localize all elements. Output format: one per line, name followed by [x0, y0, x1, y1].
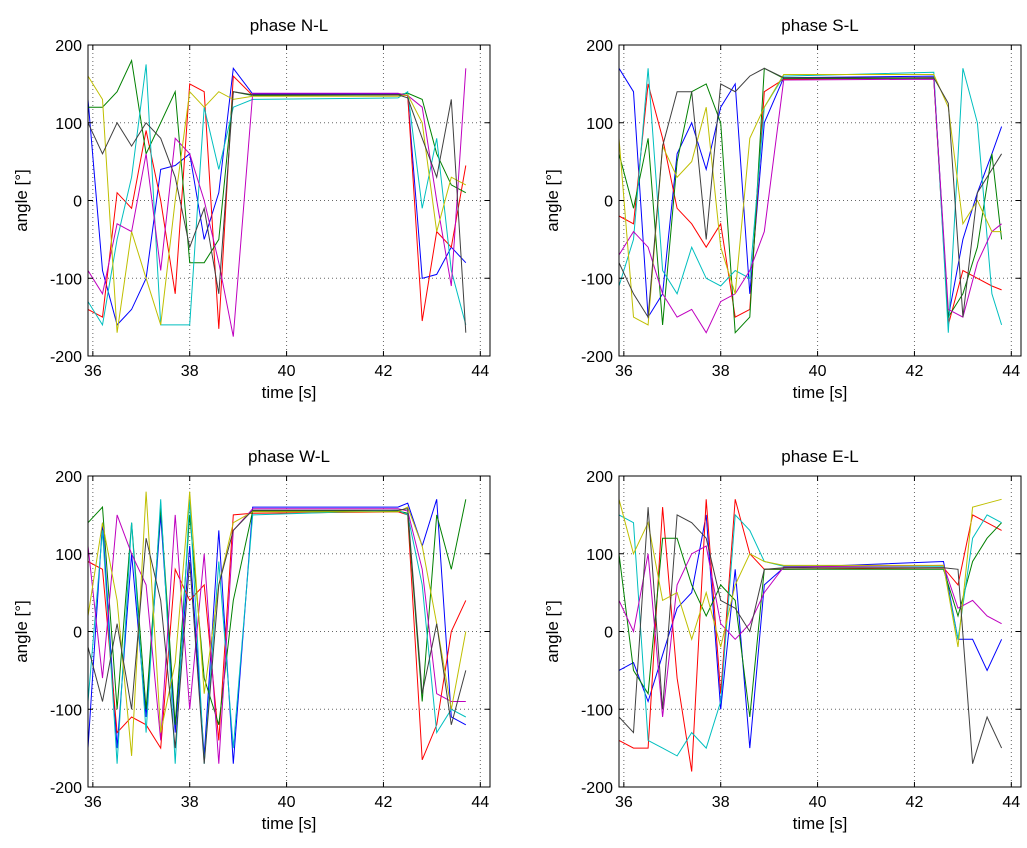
series-line-5: [619, 498, 1002, 648]
series-line-6: [88, 508, 467, 764]
y-tick-label: -200: [50, 780, 82, 797]
y-tick-label: 200: [55, 38, 82, 55]
x-tick-label: 36: [84, 363, 102, 380]
y-tick-label: -200: [581, 780, 613, 797]
y-axis-label: angle [°]: [543, 600, 562, 663]
y-tick-label: -100: [50, 702, 82, 719]
y-tick-label: 100: [55, 547, 82, 564]
series-line-5: [88, 75, 467, 333]
y-tick-label: -100: [581, 702, 613, 719]
x-tick-label: 40: [278, 363, 296, 380]
series-line-5: [619, 74, 1002, 326]
chart-phase-w-l: 36 38 40 42 44 -200 -100 0 100 200 phase W-L time […: [12, 447, 491, 833]
y-tick-label: 200: [586, 469, 613, 486]
x-tick-label: 44: [1002, 794, 1020, 811]
chart-title: phase W-L: [248, 447, 330, 466]
series-line-2: [619, 67, 1003, 334]
chart-title: phase N-L: [250, 16, 328, 35]
y-tick-label: 100: [55, 116, 82, 133]
series-line-1: [619, 499, 1002, 772]
y-tick-label: 200: [586, 38, 613, 55]
x-tick-label: 44: [471, 363, 489, 380]
series-line-0: [619, 514, 1003, 749]
series-group: [88, 491, 467, 764]
chart-phase-e-l: 36 38 40 42 44 -200 -100 0 100 200 phase E-L time […: [543, 447, 1022, 833]
series-line-4: [88, 68, 467, 337]
y-tick-label: 0: [73, 625, 82, 642]
y-tick-label: -200: [50, 349, 82, 366]
series-line-3: [88, 64, 467, 327]
x-tick-label: 42: [906, 363, 924, 380]
y-tick-label: 0: [73, 194, 82, 211]
y-axis-label: angle [°]: [12, 169, 31, 232]
x-tick-label: 38: [712, 794, 730, 811]
series-line-2: [88, 499, 467, 725]
series-line-3: [619, 513, 1002, 757]
series-line-2: [619, 522, 1002, 718]
y-tick-label: 100: [586, 116, 613, 133]
y-axis-label: angle [°]: [12, 600, 31, 663]
chart-phase-n-l: 36 38 40 42 44 -200 -100 0 100 200 phase N-L time […: [12, 16, 491, 402]
x-tick-label: 44: [1002, 363, 1020, 380]
series-group: [88, 58, 467, 337]
chart-title: phase S-L: [781, 16, 859, 35]
x-tick-label: 40: [809, 794, 827, 811]
y-tick-label: 0: [604, 194, 613, 211]
series-group: [619, 498, 1003, 772]
x-tick-label: 36: [615, 363, 633, 380]
x-tick-label: 36: [615, 794, 633, 811]
x-tick-label: 38: [181, 363, 199, 380]
y-tick-label: 200: [55, 469, 82, 486]
series-line-6: [619, 507, 1003, 764]
series-line-4: [619, 78, 1002, 334]
series-line-4: [619, 545, 1002, 718]
x-tick-label: 40: [278, 794, 296, 811]
series-line-0: [619, 68, 1003, 319]
x-axis-label: time [s]: [793, 383, 848, 402]
x-tick-label: 38: [712, 363, 730, 380]
series-line-4: [88, 508, 466, 764]
x-tick-label: 44: [471, 794, 489, 811]
y-tick-label: 100: [586, 547, 613, 564]
x-tick-label: 42: [906, 794, 924, 811]
x-axis-label: time [s]: [262, 383, 317, 402]
chart-phase-s-l: 36 38 40 42 44 -200 -100 0 100 200 phase S-L time […: [543, 16, 1022, 402]
chart-title: phase E-L: [781, 447, 859, 466]
y-axis-label: angle [°]: [543, 169, 562, 232]
series-line-1: [88, 74, 467, 329]
y-tick-label: 0: [604, 625, 613, 642]
x-axis-label: time [s]: [793, 814, 848, 833]
series-line-5: [88, 491, 467, 756]
y-tick-label: -100: [50, 271, 82, 288]
x-tick-label: 38: [181, 794, 199, 811]
x-tick-label: 42: [375, 794, 393, 811]
series-group: [619, 67, 1003, 334]
series-line-0: [88, 499, 467, 764]
series-line-3: [619, 68, 1003, 333]
series-line-1: [619, 77, 1002, 326]
series-line-6: [619, 67, 1003, 319]
x-tick-label: 36: [84, 794, 102, 811]
y-tick-label: -200: [581, 349, 613, 366]
x-axis-label: time [s]: [262, 814, 317, 833]
x-tick-label: 40: [809, 363, 827, 380]
y-tick-label: -100: [581, 271, 613, 288]
series-line-1: [88, 511, 467, 760]
series-line-6: [88, 91, 467, 333]
x-tick-label: 42: [375, 363, 393, 380]
